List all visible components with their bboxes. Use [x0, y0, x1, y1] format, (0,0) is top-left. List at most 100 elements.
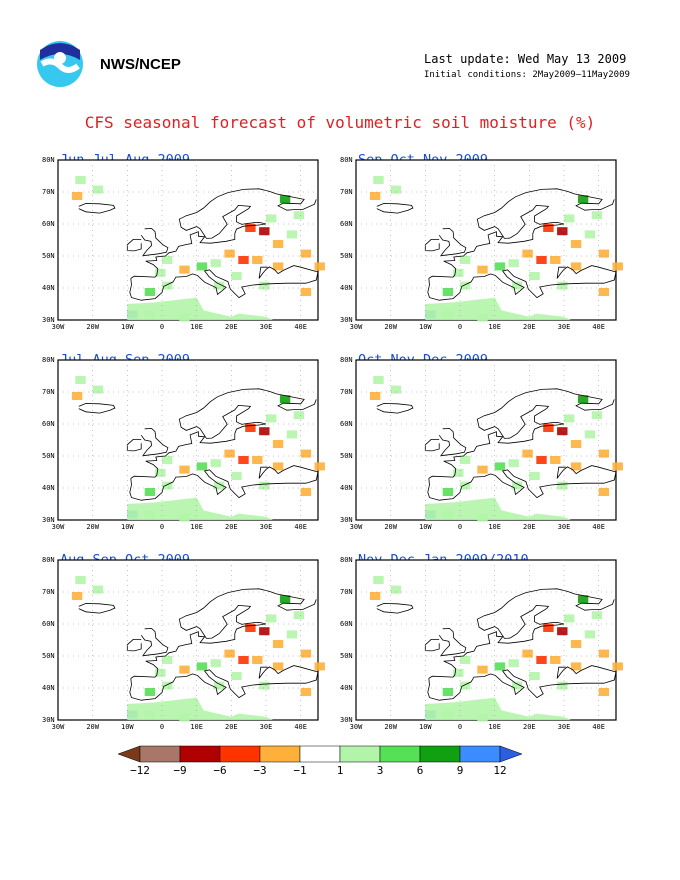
colorbar-segment: [259, 745, 301, 763]
colorbar-segment: [219, 745, 261, 763]
lon-label: 30W: [350, 523, 363, 531]
lat-label: 80N: [42, 156, 55, 164]
lon-label: 30W: [52, 323, 65, 331]
lon-label: 10E: [488, 723, 501, 731]
lon-label: 30W: [350, 723, 363, 731]
lon-label: 30E: [558, 323, 571, 331]
lat-label: 30N: [340, 716, 353, 724]
map-panel-4: Oct-Nov-Dec 2009 80N70N60N50N40N30N30W20…: [340, 352, 656, 550]
lon-label: 20E: [225, 723, 238, 731]
page-title: CFS seasonal forecast of volumetric soil…: [84, 113, 596, 132]
lon-label: 20W: [86, 523, 99, 531]
lon-label: 40E: [294, 723, 307, 731]
lon-label: 30W: [52, 723, 65, 731]
colorbar-label: −9: [173, 764, 186, 777]
lat-label: 50N: [340, 452, 353, 460]
lon-label: 20W: [384, 723, 397, 731]
colorbar-segment: [139, 745, 181, 763]
lon-label: 10E: [190, 323, 203, 331]
lat-label: 30N: [42, 516, 55, 524]
last-update: Last update: Wed May 13 2009: [424, 52, 627, 66]
colorbar-label: −12: [130, 764, 150, 777]
lat-label: 50N: [42, 652, 55, 660]
lat-label: 30N: [340, 516, 353, 524]
map-panel-3: Jul-Aug-Sep 2009 80N70N60N50N40N30N30W20…: [42, 352, 358, 550]
colorbar-segment: [339, 745, 381, 763]
lat-label: 40N: [340, 684, 353, 692]
lon-label: 30E: [558, 723, 571, 731]
lon-label: 10E: [190, 523, 203, 531]
lon-label: 20W: [384, 523, 397, 531]
lat-label: 80N: [340, 356, 353, 364]
lat-label: 80N: [340, 556, 353, 564]
lon-label: 20W: [384, 323, 397, 331]
noaa-logo-icon: [37, 41, 83, 87]
lat-label: 80N: [340, 156, 353, 164]
map-panel-1: Jun-Jul-Aug 2009 80N70N60N50N40N30N30W20…: [42, 152, 358, 350]
lat-label: 60N: [340, 220, 353, 228]
lon-label: 20E: [225, 323, 238, 331]
colorbar-segment: [499, 745, 523, 763]
lat-label: 70N: [42, 388, 55, 396]
lon-label: 0: [160, 323, 164, 331]
lon-label: 10W: [121, 523, 134, 531]
lat-label: 60N: [340, 620, 353, 628]
lat-label: 60N: [42, 420, 55, 428]
map-panel-6: Nov-Dec-Jan 2009/2010 80N70N60N50N40N30N…: [340, 552, 656, 750]
lat-label: 80N: [42, 556, 55, 564]
colorbar-segment: [179, 745, 221, 763]
lon-label: 0: [160, 523, 164, 531]
lat-label: 40N: [340, 284, 353, 292]
colorbar-label: −1: [293, 764, 306, 777]
lon-label: 40E: [294, 523, 307, 531]
lon-label: 10W: [121, 323, 134, 331]
lon-label: 20E: [225, 523, 238, 531]
lon-label: 20E: [523, 723, 536, 731]
map-panel-2: Sep-Oct-Nov 2009 80N70N60N50N40N30N30W20…: [340, 152, 656, 350]
lat-label: 70N: [340, 188, 353, 196]
lon-label: 20W: [86, 323, 99, 331]
lon-label: 0: [160, 723, 164, 731]
lon-label: 10W: [419, 723, 432, 731]
lat-label: 70N: [340, 388, 353, 396]
lon-label: 0: [458, 523, 462, 531]
org-name: NWS/NCEP: [100, 56, 181, 73]
lon-label: 40E: [592, 723, 605, 731]
lon-label: 20W: [86, 723, 99, 731]
lat-label: 30N: [340, 316, 353, 324]
lat-label: 60N: [42, 220, 55, 228]
colorbar: −12 −9 −6 −3 −1 1 3 6 9 12: [118, 745, 523, 777]
lon-label: 10W: [419, 523, 432, 531]
colorbar-label: 6: [417, 764, 424, 777]
colorbar-label: −3: [253, 764, 266, 777]
lon-label: 20E: [523, 323, 536, 331]
lon-label: 30W: [350, 323, 363, 331]
colorbar-segment: [299, 745, 341, 763]
lon-label: 30W: [52, 523, 65, 531]
lat-label: 70N: [340, 588, 353, 596]
lon-label: 20E: [523, 523, 536, 531]
colorbar-label: 1: [337, 764, 344, 777]
lat-label: 60N: [42, 620, 55, 628]
colorbar-label: 9: [457, 764, 464, 777]
colorbar-segment: [118, 745, 141, 763]
lat-label: 50N: [42, 452, 55, 460]
lat-label: 50N: [340, 652, 353, 660]
lon-label: 10W: [419, 323, 432, 331]
lat-label: 60N: [340, 420, 353, 428]
lon-label: 40E: [592, 523, 605, 531]
lon-label: 30E: [260, 723, 273, 731]
lon-label: 30E: [558, 523, 571, 531]
map-panel-5: Aug-Sep-Oct 2009 80N70N60N50N40N30N30W20…: [42, 552, 358, 750]
colorbar-label: 3: [377, 764, 384, 777]
lon-label: 10E: [488, 323, 501, 331]
lon-label: 40E: [592, 323, 605, 331]
lat-label: 30N: [42, 316, 55, 324]
lat-label: 40N: [340, 484, 353, 492]
initial-conditions: Initial conditions: 2May2009–11May2009: [424, 70, 630, 80]
lat-label: 30N: [42, 716, 55, 724]
lon-label: 30E: [260, 323, 273, 331]
